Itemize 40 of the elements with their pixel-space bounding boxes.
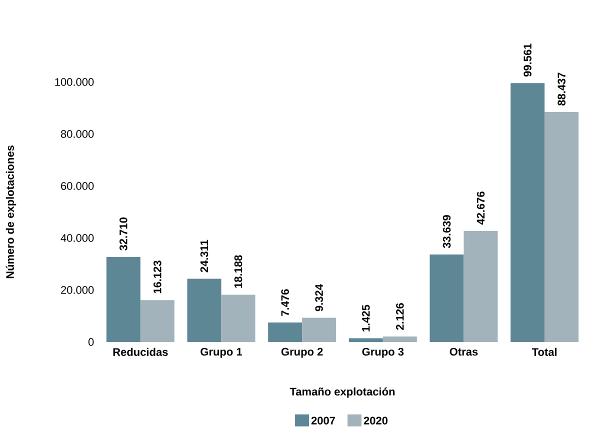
data-label: 24.311 bbox=[200, 240, 208, 272]
data-label: 99.561 bbox=[524, 44, 532, 77]
x-axis-title: Tamaño explotación bbox=[290, 387, 395, 398]
data-label: 33.639 bbox=[442, 215, 451, 248]
legend-label: 2007 bbox=[311, 416, 335, 425]
x-tick-label: Total bbox=[532, 348, 557, 356]
data-label: 32.710 bbox=[120, 218, 128, 250]
bar bbox=[140, 300, 174, 342]
data-label: 2.126 bbox=[396, 303, 404, 330]
y-tick-label: 20.000 bbox=[61, 286, 94, 294]
x-tick-label: Grupo 3 bbox=[362, 348, 404, 358]
x-tick-label: Reducidas bbox=[113, 348, 168, 356]
bar bbox=[187, 278, 222, 342]
bar bbox=[544, 112, 579, 342]
bar bbox=[302, 318, 336, 342]
data-label: 88.437 bbox=[558, 72, 566, 106]
data-label: 18.188 bbox=[234, 255, 242, 288]
x-tick-label: Grupo 2 bbox=[281, 348, 323, 358]
data-label: 9.324 bbox=[315, 284, 323, 312]
y-tick-label: 40.000 bbox=[60, 234, 94, 242]
bar bbox=[464, 231, 498, 342]
bar bbox=[382, 336, 417, 342]
bar bbox=[510, 83, 545, 342]
x-tick-label: Otras bbox=[450, 348, 478, 356]
bar bbox=[221, 294, 256, 342]
y-axis-title: Número de explotaciones bbox=[6, 146, 16, 278]
y-tick-label: 80.000 bbox=[60, 130, 94, 138]
bar bbox=[268, 322, 302, 342]
data-label: 16.123 bbox=[154, 260, 162, 294]
bar bbox=[348, 338, 383, 342]
data-label: 1.425 bbox=[362, 304, 370, 332]
data-label: 42.676 bbox=[476, 192, 485, 225]
bar bbox=[430, 254, 464, 342]
bar bbox=[106, 256, 140, 342]
y-tick-label: 100.000 bbox=[55, 78, 94, 86]
legend-label: 2020 bbox=[364, 416, 388, 425]
data-label: 7.476 bbox=[281, 289, 289, 316]
y-tick-label: 0 bbox=[88, 338, 94, 346]
x-tick-label: Grupo 1 bbox=[200, 348, 242, 358]
y-tick-label: 60.000 bbox=[61, 182, 94, 190]
